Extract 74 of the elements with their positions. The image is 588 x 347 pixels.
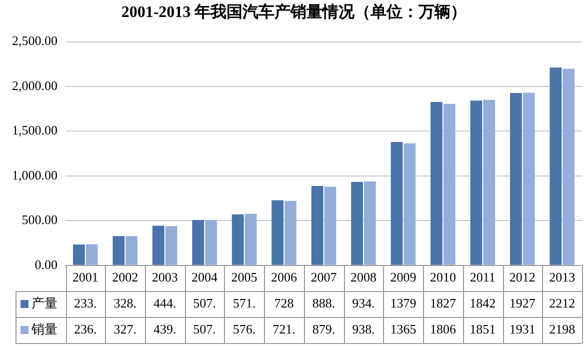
data-label: 236.	[74, 321, 97, 336]
data-label: 888.	[312, 295, 336, 310]
data-label: 1927	[509, 295, 536, 310]
data-label: 507.	[193, 295, 216, 310]
data-label: 327.	[114, 321, 136, 336]
y-tick-label: 0.00	[34, 256, 58, 272]
x-tick-label: 2007	[310, 270, 338, 285]
data-label: 1806	[430, 321, 456, 336]
bar	[390, 142, 403, 265]
x-tick-label: 2013	[549, 270, 576, 285]
bar	[351, 182, 363, 265]
y-tick-label: 2,500.00	[12, 33, 58, 48]
bar	[324, 186, 336, 265]
data-label: 1379	[390, 295, 416, 310]
bar	[510, 93, 522, 265]
x-tick-label: 2010	[430, 270, 456, 285]
data-label: 2198	[549, 321, 576, 336]
bar	[86, 244, 98, 265]
x-tick-label: 2001	[72, 270, 98, 285]
data-label: 233.	[74, 295, 97, 310]
bar	[284, 200, 296, 265]
data-label: 1842	[470, 295, 496, 310]
data-label: 328.	[114, 295, 136, 310]
x-tick-label: 2002	[112, 270, 138, 285]
data-label: 721.	[272, 321, 296, 336]
data-label: 1827	[430, 295, 456, 310]
bar	[72, 244, 85, 265]
legend-label: 销量	[30, 321, 58, 336]
bar	[112, 236, 125, 265]
chart-title: 2001-2013 年我国汽车产销量情况（单位：万辆）	[120, 2, 468, 23]
data-label: 1931	[509, 321, 536, 336]
data-label: 1851	[470, 321, 496, 336]
bar	[470, 100, 482, 265]
data-label: 879.	[312, 321, 336, 336]
data-label: 576.	[232, 321, 256, 336]
data-label: 728	[274, 295, 294, 310]
y-tick-label: 500.00	[22, 212, 58, 228]
bar	[364, 182, 376, 265]
bar	[152, 226, 164, 265]
bar	[192, 220, 204, 265]
y-tick-label: 1,500.00	[12, 122, 58, 138]
bar	[443, 104, 456, 265]
data-label: 934.	[352, 295, 375, 310]
data-label: 938.	[352, 321, 375, 336]
bar	[126, 236, 138, 265]
y-tick-label: 1,000.00	[12, 167, 58, 182]
legend-label: 产量	[32, 295, 58, 310]
x-tick-label: 2005	[231, 270, 258, 285]
bar	[244, 214, 257, 265]
x-tick-label: 2012	[509, 270, 536, 285]
x-tick-label: 2006	[271, 270, 298, 285]
bar	[483, 100, 496, 265]
x-tick-label: 2008	[350, 270, 376, 285]
bar	[232, 214, 244, 265]
x-tick-label: 2009	[390, 270, 416, 285]
bar	[165, 226, 178, 265]
data-label: 2212	[549, 295, 576, 310]
bar	[311, 186, 324, 265]
bar	[522, 92, 535, 265]
data-label: 1365	[390, 321, 416, 336]
data-label: 439.	[153, 321, 176, 336]
y-tick-label: 2,000.00	[12, 78, 58, 93]
bar	[205, 220, 217, 265]
bar	[562, 68, 575, 265]
x-tick-label: 2004	[192, 270, 218, 285]
data-label: 571.	[232, 295, 256, 310]
x-tick-label: 2003	[152, 270, 178, 285]
bar	[404, 143, 416, 265]
data-label: 444.	[153, 295, 176, 310]
x-tick-label: 2011	[470, 270, 496, 285]
bar	[272, 200, 284, 265]
bar	[430, 102, 442, 265]
bar	[550, 68, 562, 265]
data-label: 507.	[193, 321, 216, 336]
